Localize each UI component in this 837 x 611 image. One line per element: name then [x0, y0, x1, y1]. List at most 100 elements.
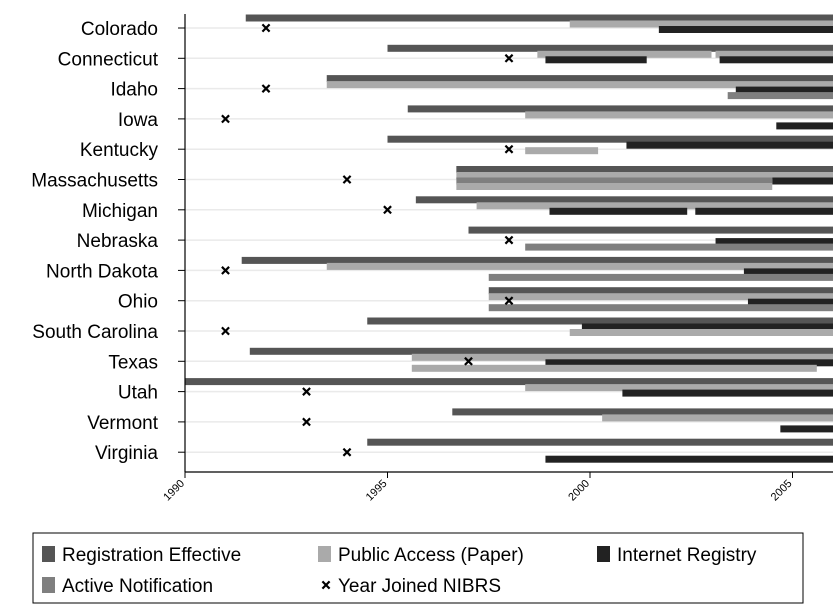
nibrs-marker-texas [464, 356, 473, 366]
bar-south-carolina-registration-0 [367, 317, 833, 325]
bar-vermont-public-1 [602, 414, 833, 422]
nibrs-marker-virginia [342, 447, 352, 457]
bar-michigan-internet-3 [695, 207, 833, 215]
bar-south-carolina-public-2 [569, 329, 833, 336]
bar-utah-internet-2 [622, 389, 833, 397]
legend: Registration Effective Public Access (Pap… [32, 532, 804, 604]
legend-swatch-registration [42, 546, 55, 562]
bar-iowa-registration-0 [407, 105, 833, 113]
bar-kentucky-registration-0 [387, 135, 833, 143]
bar-kentucky-internet-1 [626, 141, 833, 149]
legend-swatch-public [318, 546, 331, 562]
nibrs-marker-idaho [261, 84, 271, 93]
bar-michigan-public-1 [476, 202, 833, 210]
bar-north-dakota-public-1 [326, 262, 833, 270]
nibrs-marker-stroke [342, 447, 352, 457]
bar-north-dakota-registration-0 [241, 256, 833, 264]
legend-swatch-internet [597, 546, 610, 562]
x-tick-label-1990: 1990 [161, 478, 187, 504]
legend-item-registration: Registration Effective [42, 545, 241, 566]
y-tick-label-colorado: Colorado [81, 19, 158, 40]
legend-swatch-nibrs [321, 580, 331, 590]
y-tick-label-idaho: Idaho [110, 80, 158, 101]
legend-item-public: Public Access (Paper) [318, 545, 524, 566]
legend-swatch-active [42, 577, 55, 593]
nibrs-marker-kentucky [504, 144, 514, 154]
nibrs-marker-stroke [383, 205, 392, 215]
y-tick-label-connecticut: Connecticut [58, 49, 159, 70]
nibrs-markers-layer [221, 23, 514, 457]
legend-label-registration: Registration Effective [62, 545, 241, 566]
y-tick-label-ohio: Ohio [118, 292, 158, 313]
bar-nebraska-registration-0 [468, 226, 833, 234]
y-tick-label-michigan: Michigan [82, 201, 158, 222]
bar-colorado-public-1 [569, 20, 833, 28]
bar-texas-registration-0 [249, 347, 834, 355]
nibrs-marker-colorado [261, 23, 271, 33]
nibrs-marker-ohio [504, 296, 514, 306]
bar-texas-public-3 [411, 364, 817, 372]
x-tick-label-2000: 2000 [566, 478, 592, 504]
bar-idaho-public-1 [326, 81, 833, 89]
bar-utah-registration-0 [185, 378, 833, 386]
legend-item-nibrs: Year Joined NIBRS [321, 576, 501, 597]
legend-label-internet: Internet Registry [617, 545, 757, 566]
legend-box [32, 532, 804, 604]
bar-idaho-internet-2 [735, 86, 833, 94]
y-tick-label-nebraska: Nebraska [77, 231, 159, 252]
bar-colorado-registration-0 [245, 14, 833, 22]
nibrs-marker-stroke [504, 296, 514, 306]
y-tick-label-south-carolina: South Carolina [32, 322, 158, 343]
y-tick-label-north-dakota: North Dakota [46, 261, 158, 282]
nibrs-marker-stroke [261, 23, 271, 33]
legend-label-nibrs: Year Joined NIBRS [338, 576, 501, 597]
nibrs-marker-stroke [504, 53, 514, 63]
nibrs-marker-stroke [221, 114, 230, 124]
nibrs-marker-stroke [504, 235, 514, 245]
nibrs-marker-north-dakota [221, 266, 230, 275]
nibrs-marker-iowa [221, 114, 230, 124]
y-tick-label-utah: Utah [118, 383, 158, 404]
bar-nebraska-active-2 [525, 243, 833, 251]
bar-virginia-internet-1 [545, 455, 833, 463]
nibrs-marker-stroke [342, 175, 352, 184]
nibrs-marker-utah [302, 387, 311, 396]
legend-label-active: Active Notification [62, 576, 213, 597]
nibrs-marker-south-carolina [221, 326, 230, 336]
bar-massachusetts-public-4 [456, 183, 773, 190]
nibrs-marker-massachusetts [342, 175, 352, 184]
bar-connecticut-public-2 [715, 50, 833, 58]
legend-label-public: Public Access (Paper) [338, 545, 524, 566]
bar-ohio-internet-2 [747, 298, 833, 306]
nibrs-marker-michigan [383, 205, 392, 215]
y-tick-label-vermont: Vermont [87, 413, 158, 434]
x-tick-label-2005: 2005 [769, 478, 795, 504]
bar-massachusetts-public-1 [456, 172, 833, 179]
x-tick-label-1995: 1995 [364, 478, 390, 504]
y-tick-label-virginia: Virginia [95, 443, 158, 464]
nibrs-marker-stroke [302, 387, 311, 396]
y-tick-label-massachusetts: Massachusetts [31, 171, 158, 192]
bar-virginia-registration-0 [367, 438, 833, 446]
bars-layer [185, 14, 834, 463]
bar-iowa-public-1 [525, 111, 833, 119]
bar-massachusetts-registration-0 [456, 166, 833, 173]
bar-michigan-internet-2 [549, 207, 688, 215]
bar-ohio-registration-0 [488, 287, 833, 295]
nibrs-marker-nebraska [504, 235, 514, 245]
y-tick-label-iowa: Iowa [118, 110, 159, 131]
bar-connecticut-internet-3 [545, 56, 647, 64]
bar-vermont-internet-2 [780, 425, 833, 433]
nibrs-marker-stroke [261, 84, 271, 93]
legend-item-active: Active Notification [42, 576, 213, 597]
bar-kentucky-public-2 [525, 147, 599, 155]
bar-massachusetts-active-3 [456, 177, 773, 185]
nibrs-marker-stroke [504, 144, 514, 154]
bar-connecticut-public-1 [537, 50, 712, 58]
bar-north-dakota-internet-2 [743, 268, 833, 276]
bar-iowa-internet-2 [776, 122, 833, 130]
bar-massachusetts-internet-2 [772, 177, 833, 185]
nibrs-marker-vermont [302, 417, 311, 427]
